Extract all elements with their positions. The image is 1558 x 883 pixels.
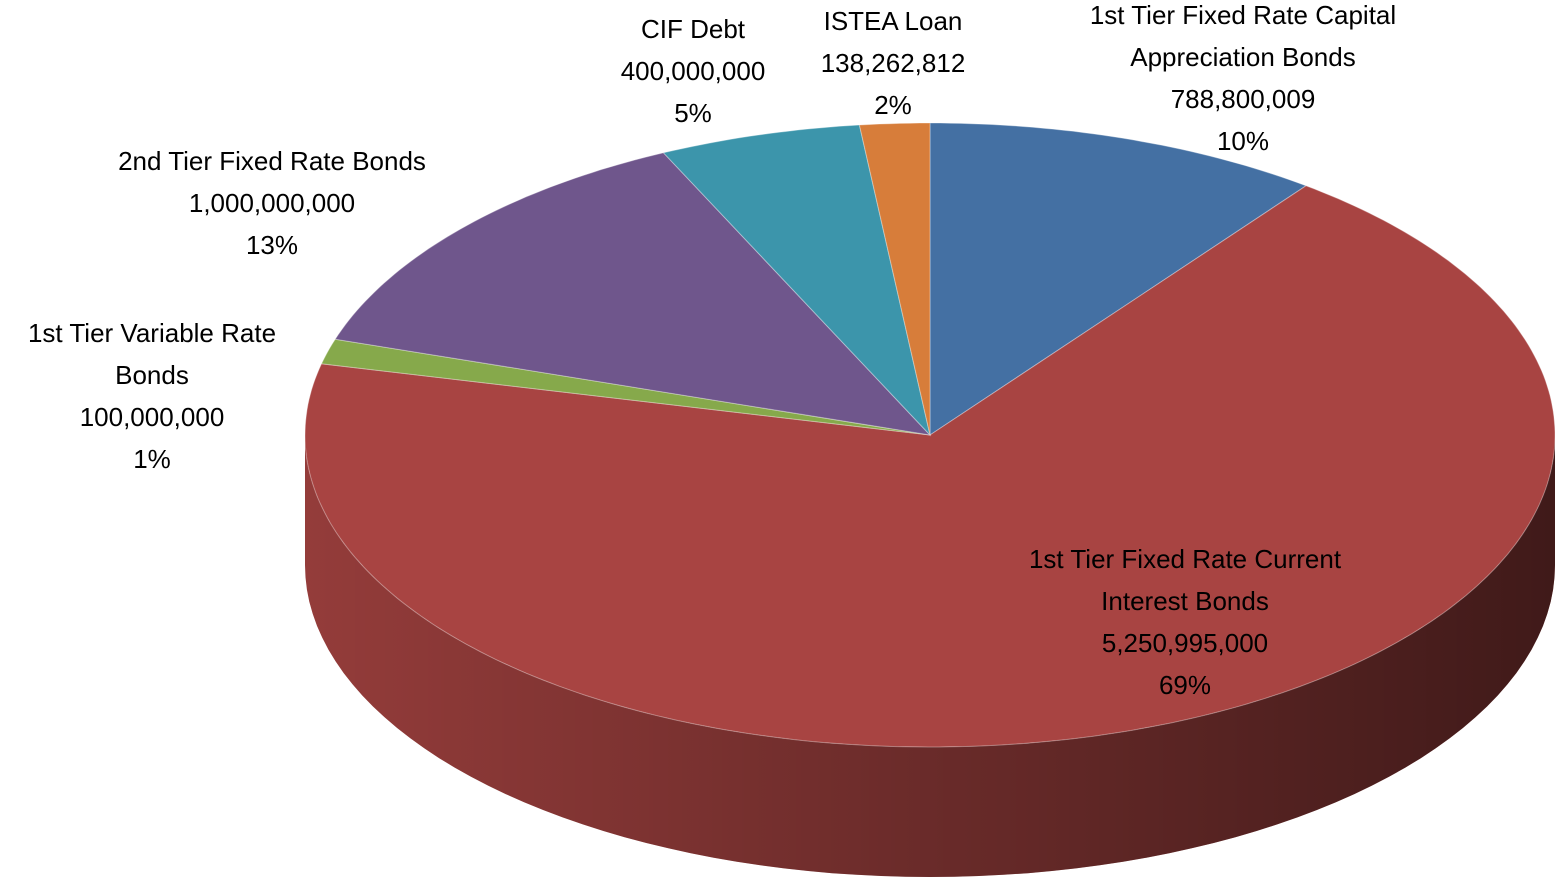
label-name: 1st Tier Fixed Rate Capital Appreciation… (1089, 0, 1397, 72)
label-percent: 2% (874, 90, 912, 120)
label-percent: 13% (245, 230, 299, 260)
slice-label: 2nd Tier Fixed Rate Bonds 1,000,000,000 13… (72, 140, 472, 266)
side-shade (305, 435, 1555, 877)
slice-label: 1st Tier Fixed Rate Current Interest Bon… (985, 538, 1385, 706)
label-percent: 10% (1216, 126, 1270, 156)
label-percent: 69% (1158, 670, 1212, 700)
slice-label: 1st Tier Variable Rate Bonds 100,000,000 1… (0, 312, 307, 480)
label-percent: 5% (674, 98, 712, 128)
slice (858, 122, 931, 436)
slice-label: 1st Tier Fixed Rate Capital Appreciation… (1043, 0, 1443, 162)
label-name: 1st Tier Fixed Rate Current Interest Bon… (1028, 544, 1342, 616)
label-name: ISTEA Loan (823, 6, 963, 36)
label-percent: 1% (133, 444, 171, 474)
slice (929, 122, 1308, 436)
slice (662, 124, 931, 437)
label-value: 138,262,812 (820, 48, 966, 78)
label-name: CIF Debt (640, 14, 746, 44)
label-name: 2nd Tier Fixed Rate Bonds (118, 146, 426, 176)
label-value: 400,000,000 (620, 56, 766, 86)
label-value: 100,000,000 (79, 402, 225, 432)
label-name: 1st Tier Variable Rate Bonds (27, 318, 277, 390)
slice (334, 152, 932, 436)
slice (320, 338, 931, 436)
label-value: 5,250,995,000 (1101, 628, 1269, 658)
label-value: 788,800,009 (1170, 84, 1316, 114)
label-value: 1,000,000,000 (188, 188, 356, 218)
slice-label: CIF Debt 400,000,000 5% (583, 8, 803, 134)
slice (304, 185, 1556, 748)
slice-label: ISTEA Loan 138,262,812 2% (783, 0, 1003, 126)
